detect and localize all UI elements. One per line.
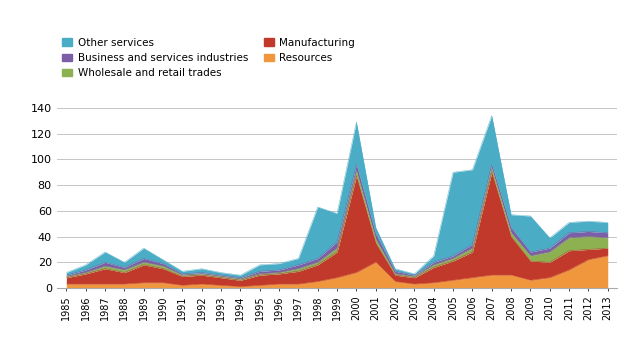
Legend: Other services, Business and services industries, Wholesale and retail trades, M: Other services, Business and services in…	[62, 37, 355, 78]
